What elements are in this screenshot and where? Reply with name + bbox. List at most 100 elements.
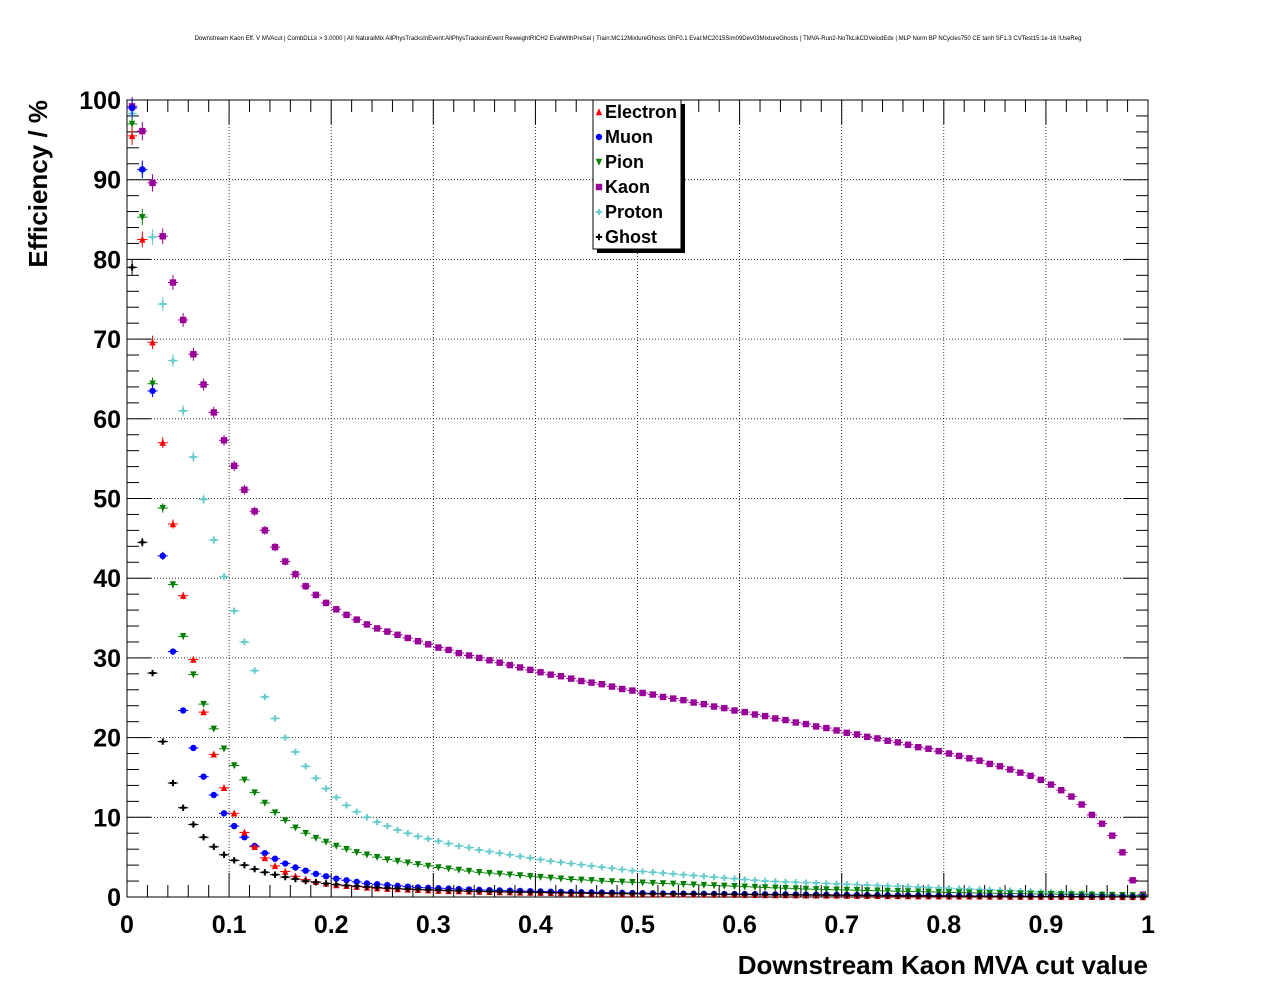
marker bbox=[751, 891, 759, 898]
data-point bbox=[320, 599, 332, 607]
marker bbox=[710, 873, 718, 881]
y-tick-label: 60 bbox=[93, 406, 121, 434]
marker bbox=[639, 879, 646, 887]
y-tick-label: 20 bbox=[93, 725, 121, 753]
marker bbox=[874, 887, 881, 895]
marker bbox=[915, 888, 922, 896]
marker bbox=[812, 886, 820, 894]
marker-bar bbox=[723, 874, 726, 882]
data-point bbox=[586, 877, 597, 885]
data-point bbox=[178, 313, 189, 327]
data-point bbox=[218, 434, 230, 446]
marker-bar bbox=[723, 891, 726, 898]
data-point bbox=[198, 378, 209, 391]
data-point bbox=[566, 860, 577, 867]
legend-label: Electron bbox=[605, 102, 677, 122]
marker-bar bbox=[1009, 893, 1012, 900]
data-point bbox=[229, 809, 240, 817]
data-point bbox=[770, 878, 781, 885]
data-point bbox=[780, 878, 791, 886]
marker bbox=[220, 573, 228, 580]
data-point bbox=[269, 855, 281, 862]
data-point bbox=[1035, 776, 1046, 784]
marker bbox=[312, 834, 320, 842]
data-point bbox=[637, 890, 648, 897]
data-point bbox=[831, 886, 842, 894]
data-point bbox=[382, 822, 393, 830]
marker bbox=[772, 891, 779, 898]
data-point bbox=[1066, 793, 1077, 800]
marker-bar bbox=[835, 880, 838, 888]
data-point bbox=[361, 621, 373, 628]
data-point bbox=[617, 685, 628, 693]
marker bbox=[445, 646, 452, 654]
data-point bbox=[698, 873, 709, 880]
data-point bbox=[892, 883, 903, 890]
data-point bbox=[402, 859, 413, 867]
marker-bar bbox=[692, 890, 695, 898]
data-point bbox=[259, 849, 270, 857]
marker bbox=[476, 654, 483, 662]
marker-bar bbox=[917, 892, 920, 900]
marker bbox=[486, 869, 493, 877]
marker-bar bbox=[182, 407, 185, 415]
marker bbox=[465, 844, 473, 851]
marker-bar bbox=[345, 882, 348, 889]
marker bbox=[812, 723, 820, 730]
marker bbox=[149, 179, 156, 187]
data-point bbox=[290, 875, 301, 883]
marker bbox=[802, 879, 810, 886]
data-point bbox=[627, 890, 638, 897]
marker bbox=[353, 882, 360, 890]
data-point bbox=[198, 494, 209, 505]
data-point bbox=[831, 727, 842, 734]
marker bbox=[578, 876, 585, 884]
x-tick-label: 0.3 bbox=[416, 911, 451, 939]
data-point bbox=[729, 707, 740, 714]
marker bbox=[404, 885, 411, 893]
marker bbox=[680, 871, 687, 878]
marker bbox=[1098, 893, 1106, 900]
data-point bbox=[760, 877, 771, 885]
data-point bbox=[749, 883, 761, 891]
marker bbox=[159, 504, 166, 512]
marker bbox=[282, 558, 289, 565]
marker bbox=[618, 890, 626, 897]
marker bbox=[496, 870, 503, 878]
marker-bar bbox=[743, 876, 746, 883]
marker bbox=[292, 875, 299, 883]
marker-bar bbox=[1070, 893, 1073, 900]
legend-label: Muon bbox=[605, 127, 653, 147]
data-point bbox=[137, 538, 148, 547]
data-point bbox=[841, 892, 852, 899]
marker bbox=[159, 552, 166, 560]
marker-bar bbox=[1090, 893, 1093, 900]
marker bbox=[241, 638, 248, 646]
marker bbox=[639, 890, 646, 897]
marker bbox=[925, 888, 932, 896]
data-point bbox=[831, 891, 842, 899]
marker-bar bbox=[794, 891, 797, 899]
data-point bbox=[249, 842, 260, 850]
marker-bar bbox=[590, 862, 593, 870]
data-point bbox=[862, 892, 873, 899]
marker bbox=[1088, 811, 1096, 819]
marker-bar bbox=[988, 893, 991, 900]
data-point bbox=[760, 884, 771, 892]
x-tick-label: 0.8 bbox=[926, 911, 961, 939]
data-point bbox=[657, 869, 669, 877]
data-point bbox=[218, 851, 230, 858]
marker bbox=[333, 606, 340, 613]
marker bbox=[649, 691, 657, 698]
marker bbox=[149, 338, 156, 346]
data-point bbox=[433, 644, 444, 651]
data-point bbox=[137, 160, 148, 179]
marker bbox=[179, 633, 187, 641]
marker bbox=[792, 885, 799, 893]
marker bbox=[792, 891, 799, 899]
data-point bbox=[208, 750, 219, 758]
marker-bar bbox=[539, 889, 542, 896]
legend-label: Pion bbox=[605, 152, 644, 172]
marker-bar bbox=[396, 826, 399, 834]
